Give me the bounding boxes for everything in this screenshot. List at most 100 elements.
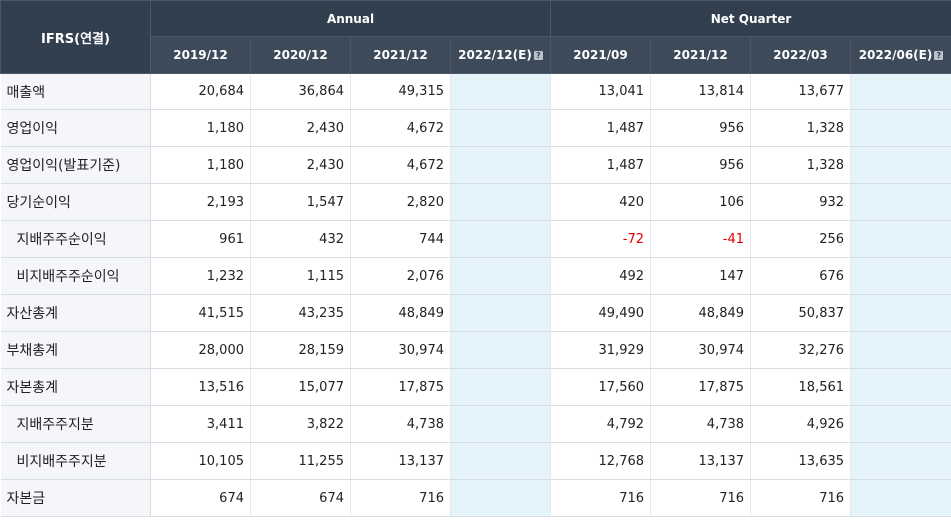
quarter-value-cell: 13,041 (550, 73, 652, 110)
quarter-value-cell: 492 (550, 257, 652, 295)
quarter-value-cell: 256 (750, 220, 852, 258)
quarter-value-cell: 956 (650, 146, 752, 184)
estimate-annual-value-cell (450, 183, 552, 221)
table-row: 자본금 674 674 716 716 716 716 (0, 479, 951, 517)
estimate-quarter-value-cell (850, 257, 951, 295)
question-mark-icon[interactable]: ? (533, 51, 543, 60)
quarter-value-cell: 1,328 (750, 146, 852, 184)
annual-value-cell: 716 (350, 479, 451, 517)
annual-value-cell: 17,875 (350, 368, 451, 406)
row-label[interactable]: 자본총계 (0, 368, 151, 406)
quarter-period-header: 2021/12 (650, 36, 752, 74)
row-label[interactable]: 지배주주순이익 (0, 220, 151, 258)
row-label[interactable]: 비지배주주지분 (0, 442, 151, 480)
annual-value-cell: 4,672 (350, 146, 451, 184)
estimate-quarter-value-cell (850, 73, 951, 110)
annual-value-cell: 674 (150, 479, 251, 517)
annual-value-cell: 2,430 (250, 146, 351, 184)
table-row: 부채총계 28,000 28,159 30,974 31,929 30,974 32,276 (0, 331, 951, 369)
annual-value-cell: 28,000 (150, 331, 251, 369)
quarter-value-cell: 4,792 (550, 405, 652, 443)
quarter-value-cell: 106 (650, 183, 752, 221)
table-body: 매출액 20,684 36,864 49,315 13,041 13,814 13,677 영… (0, 73, 951, 517)
row-label[interactable]: 지배주주지분 (0, 405, 151, 443)
table-row: 영업이익 1,180 2,430 4,672 1,487 956 1,328 (0, 109, 951, 147)
annual-value-cell: 3,411 (150, 405, 251, 443)
annual-value-cell: 2,193 (150, 183, 251, 221)
row-label[interactable]: 자산총계 (0, 294, 151, 332)
annual-value-cell: 2,076 (350, 257, 451, 295)
annual-value-cell: 674 (250, 479, 351, 517)
annual-value-cell: 3,822 (250, 405, 351, 443)
annual-value-cell: 13,137 (350, 442, 451, 480)
table-row: 영업이익(발표기준) 1,180 2,430 4,672 1,487 956 1,328 (0, 146, 951, 184)
estimate-quarter-value-cell (850, 183, 951, 221)
estimate-quarter-value-cell (850, 331, 951, 369)
table-row: 비지배주주지분 10,105 11,255 13,137 12,768 13,137 13,… (0, 442, 951, 480)
quarter-value-cell: 17,875 (650, 368, 752, 406)
quarter-value-cell: 49,490 (550, 294, 652, 332)
estimate-annual-value-cell (450, 220, 552, 258)
row-label[interactable]: 당기순이익 (0, 183, 151, 221)
estimate-annual-value-cell (450, 331, 552, 369)
annual-value-cell: 20,684 (150, 73, 251, 110)
quarter-value-cell: 676 (750, 257, 852, 295)
quarter-value-cell: 13,677 (750, 73, 852, 110)
estimate-quarter-value-cell (850, 479, 951, 517)
row-label[interactable]: 비지배주주순이익 (0, 257, 151, 295)
quarter-value-cell: 31,929 (550, 331, 652, 369)
row-label[interactable]: 자본금 (0, 479, 151, 517)
period-label: 2022/12(E) (458, 48, 532, 62)
estimate-annual-value-cell (450, 442, 552, 480)
estimate-quarter-value-cell (850, 405, 951, 443)
row-label[interactable]: 부채총계 (0, 331, 151, 369)
quarter-period-header: 2021/09 (550, 36, 652, 74)
annual-value-cell: 49,315 (350, 73, 451, 110)
annual-value-cell: 41,515 (150, 294, 251, 332)
estimate-annual-value-cell (450, 257, 552, 295)
quarter-group-header: Net Quarter (550, 0, 951, 37)
estimate-annual-value-cell (450, 294, 552, 332)
estimate-annual-value-cell (450, 73, 552, 110)
estimate-annual-value-cell (450, 405, 552, 443)
quarter-value-cell: 13,635 (750, 442, 852, 480)
estimate-quarter-value-cell (850, 109, 951, 147)
annual-period-header: 2021/12 (350, 36, 451, 74)
annual-value-cell: 11,255 (250, 442, 351, 480)
quarter-estimate-period-header: 2022/06(E)? (850, 36, 951, 74)
period-label: 2022/06(E) (858, 48, 933, 62)
annual-group-header: Annual (149, 0, 552, 37)
table-row: 자산총계 41,515 43,235 48,849 49,490 48,849 50,837 (0, 294, 951, 332)
row-label[interactable]: 영업이익 (0, 109, 151, 147)
annual-value-cell: 961 (150, 220, 251, 258)
quarter-value-cell: 1,487 (550, 146, 652, 184)
quarter-value-cell: -72 (550, 220, 652, 258)
annual-value-cell: 744 (350, 220, 451, 258)
annual-value-cell: 13,516 (150, 368, 251, 406)
table-row: 지배주주지분 3,411 3,822 4,738 4,792 4,738 4,926 (0, 405, 951, 443)
annual-value-cell: 10,105 (150, 442, 251, 480)
quarter-value-cell: 716 (550, 479, 652, 517)
quarter-value-cell: 1,328 (750, 109, 852, 147)
quarter-value-cell: 932 (750, 183, 852, 221)
quarter-value-cell: 13,814 (650, 73, 752, 110)
estimate-annual-value-cell (450, 368, 552, 406)
annual-period-header: 2019/12 (150, 36, 251, 74)
estimate-quarter-value-cell (850, 294, 951, 332)
table-row: 매출액 20,684 36,864 49,315 13,041 13,814 13,677 (0, 73, 951, 110)
annual-value-cell: 1,232 (150, 257, 251, 295)
annual-value-cell: 2,820 (350, 183, 451, 221)
quarter-value-cell: 420 (550, 183, 652, 221)
table-header: IFRS(연결) Annual Net Quarter 2019/12 2020… (0, 0, 951, 74)
row-label[interactable]: 영업이익(발표기준) (0, 146, 151, 184)
annual-value-cell: 2,430 (250, 109, 351, 147)
estimate-annual-value-cell (450, 479, 552, 517)
annual-period-header: 2020/12 (250, 36, 351, 74)
quarter-value-cell: 17,560 (550, 368, 652, 406)
quarter-value-cell: 30,974 (650, 331, 752, 369)
annual-value-cell: 28,159 (250, 331, 351, 369)
question-mark-icon[interactable]: ? (934, 51, 944, 60)
quarter-period-header: 2022/03 (750, 36, 852, 74)
row-label[interactable]: 매출액 (0, 73, 151, 110)
